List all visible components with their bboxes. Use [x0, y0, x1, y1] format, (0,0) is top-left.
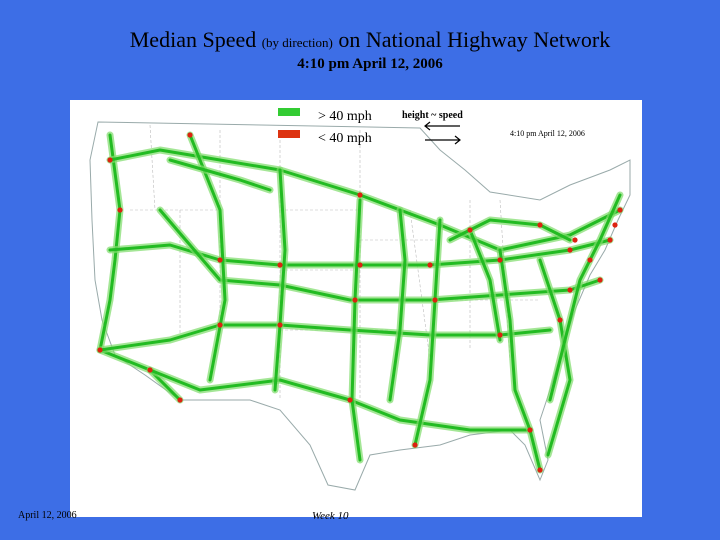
congestion-spot — [187, 132, 193, 138]
highway — [498, 248, 542, 472]
congestion-spot — [277, 262, 283, 268]
congestion-spot — [587, 257, 593, 263]
highway — [468, 228, 502, 342]
highway-halo — [96, 131, 184, 404]
congestion-spot — [277, 322, 283, 328]
congestion-spot — [217, 322, 223, 328]
congestion-spot — [147, 367, 153, 373]
congestion-spot — [217, 257, 223, 263]
us-outline — [89, 121, 631, 491]
highway — [273, 168, 287, 392]
title-main: Median Speed — [129, 27, 257, 52]
map-timestamp: 4:10 pm April 12, 2006 — [510, 129, 585, 138]
congestion-spot — [572, 237, 578, 243]
congestion-spot — [567, 287, 573, 293]
congestion-spot — [497, 257, 503, 263]
highway — [158, 208, 602, 302]
congestion-spot — [412, 442, 418, 448]
congestion-spot — [612, 222, 618, 228]
congestion-spot — [607, 237, 613, 243]
title-small: (by direction) — [261, 35, 333, 50]
congestion-spot — [432, 297, 438, 303]
congestion-spot — [617, 207, 623, 213]
legend-note: height ~ speed — [402, 110, 463, 121]
congestion-spot — [467, 227, 473, 233]
legend-swatch-red — [278, 130, 300, 138]
congestion-spot — [597, 277, 603, 283]
congestion-spot — [107, 157, 113, 163]
congestion-spot — [357, 192, 363, 198]
congestion-spot — [357, 262, 363, 268]
congestion-spot — [117, 207, 123, 213]
congestion-spot — [557, 317, 563, 323]
highway — [168, 158, 272, 192]
congestion-spot — [567, 247, 573, 253]
congestion-spot — [97, 347, 103, 353]
congestion-spot — [497, 332, 503, 338]
congestion-spot — [177, 397, 183, 403]
highway — [413, 218, 442, 447]
title-rest: on National Highway Network — [338, 27, 611, 52]
congestion-spot — [537, 467, 543, 473]
legend-label: < 40 mph — [318, 131, 372, 146]
congestion-spot — [527, 427, 533, 433]
highway — [548, 193, 622, 402]
subtitle: 4:10 pm April 12, 2006 — [297, 56, 443, 72]
legend-swatch-green — [278, 108, 300, 116]
highway — [350, 198, 362, 462]
congestion-spot — [347, 397, 353, 403]
title: Median Speed (by direction) on National … — [0, 27, 720, 53]
map: > 40 mph < 40 mph height ~ speed 4:10 pm… — [70, 100, 642, 517]
congestion-spot — [352, 297, 358, 303]
congestion-spot — [427, 262, 433, 268]
congestion-spot — [537, 222, 543, 228]
footer-week: Week 10 — [312, 510, 349, 522]
direction-arrows — [424, 121, 461, 145]
legend-label: > 40 mph — [318, 109, 372, 124]
footer-date: April 12, 2006 — [18, 510, 77, 521]
highway — [98, 323, 552, 352]
highway — [388, 208, 407, 402]
